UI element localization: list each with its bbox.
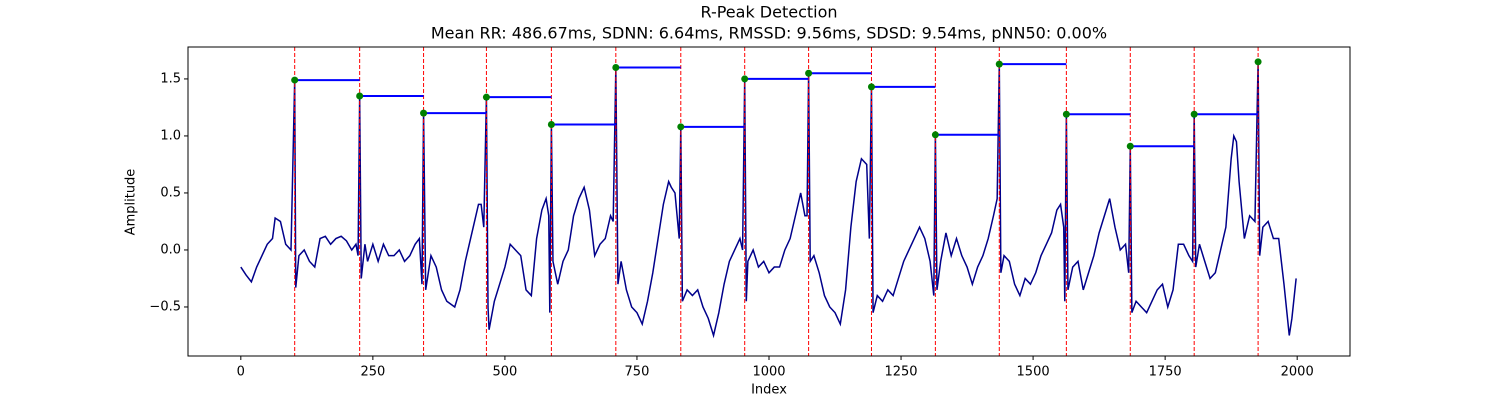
peak-point <box>420 109 428 117</box>
y-tick-label: 0.0 <box>160 242 181 257</box>
x-axis-label: Index <box>751 383 787 398</box>
x-tick-label: 1250 <box>884 365 917 380</box>
peak-point <box>677 123 685 131</box>
y-tick-label: 1.0 <box>160 128 181 143</box>
y-axis-label: Amplitude <box>124 169 139 236</box>
x-tick-label: 1500 <box>1017 365 1050 380</box>
x-tick-label: 2000 <box>1281 365 1314 380</box>
peak-point <box>1062 110 1070 118</box>
peak-point <box>482 93 490 101</box>
peak-point <box>612 64 620 72</box>
y-tick-label: 0.5 <box>160 185 181 200</box>
x-tick-label: 1000 <box>752 365 785 380</box>
x-tick-label: 0 <box>237 365 245 380</box>
chart-title: R-Peak Detection <box>700 3 837 22</box>
chart-subtitle: Mean RR: 486.67ms, SDNN: 6.64ms, RMSSD: … <box>431 24 1107 43</box>
x-tick-label: 250 <box>360 365 385 380</box>
x-tick-label: 500 <box>492 365 517 380</box>
peak-point <box>741 75 749 83</box>
peak-point <box>1254 58 1262 66</box>
y-tick-label: −0.5 <box>149 299 181 314</box>
peak-point <box>1190 110 1198 118</box>
peak-point <box>805 69 813 77</box>
peak-point <box>547 121 555 129</box>
x-tick-label: 1750 <box>1149 365 1182 380</box>
peak-point <box>291 76 299 84</box>
plot-frame <box>187 46 1351 357</box>
peak-point <box>931 131 939 139</box>
x-tick-label: 750 <box>625 365 650 380</box>
peak-point <box>1126 142 1134 150</box>
peak-point <box>867 83 875 91</box>
y-tick-label: 1.5 <box>160 71 181 86</box>
peak-point <box>995 60 1003 68</box>
signal-line <box>240 61 1297 339</box>
peak-point <box>356 92 364 100</box>
